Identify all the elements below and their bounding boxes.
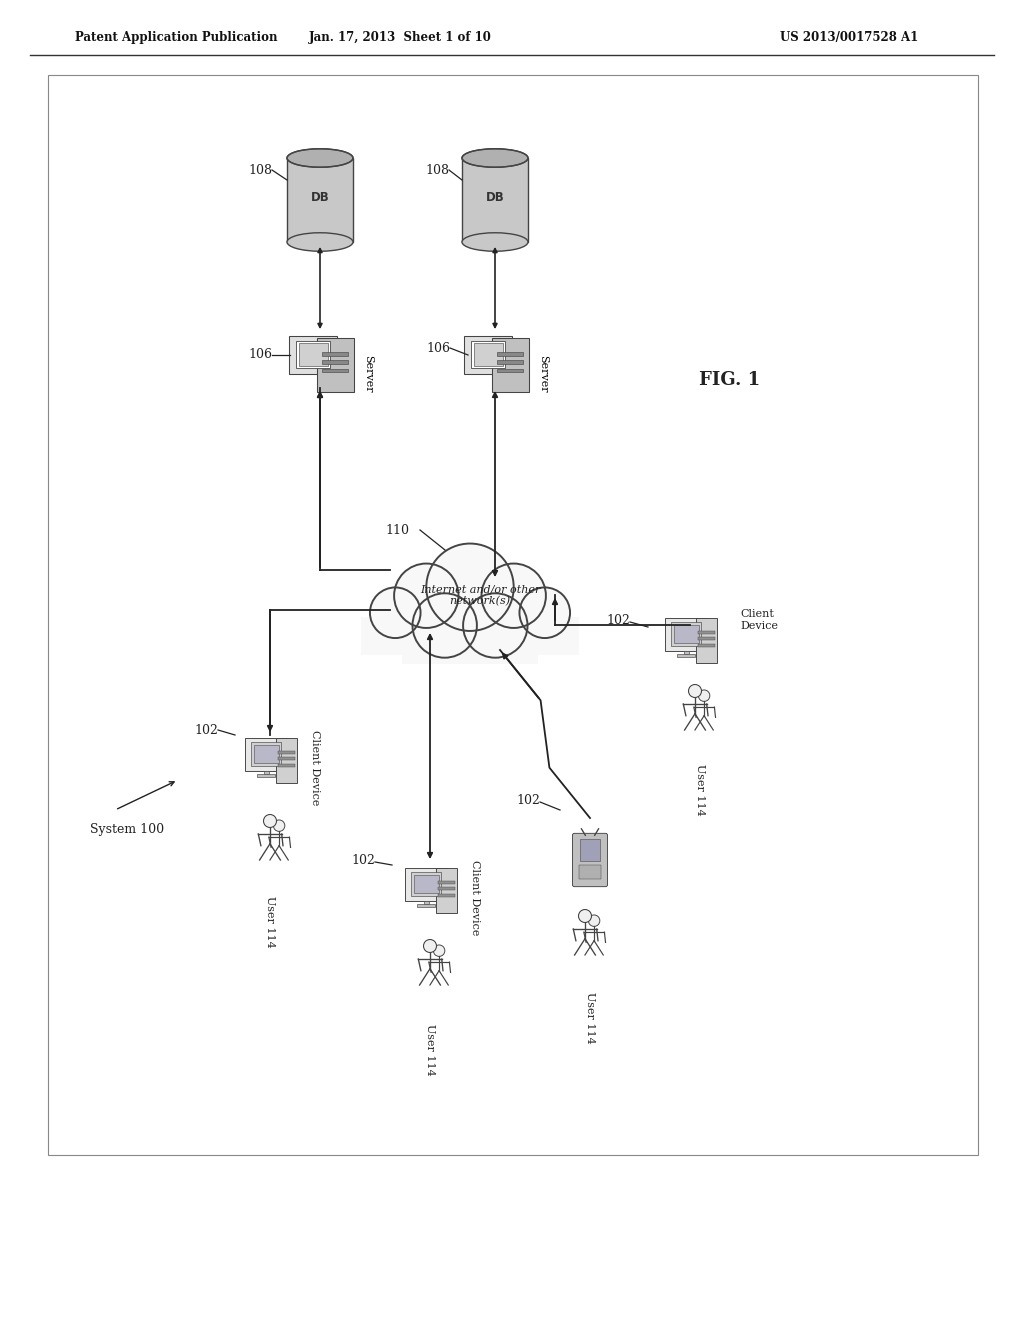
Text: Server: Server <box>538 355 548 392</box>
Circle shape <box>263 814 276 828</box>
Circle shape <box>426 544 514 631</box>
Bar <box>406 867 447 900</box>
Bar <box>498 360 523 364</box>
Text: US 2013/0017528 A1: US 2013/0017528 A1 <box>780 32 919 45</box>
Bar <box>279 764 295 767</box>
Bar <box>580 865 601 879</box>
Bar <box>296 342 331 368</box>
Ellipse shape <box>462 232 528 251</box>
Bar <box>254 744 279 763</box>
Circle shape <box>370 587 421 638</box>
Bar <box>677 655 695 657</box>
Bar <box>48 75 978 1155</box>
Bar <box>436 867 457 912</box>
Text: FIG. 1: FIG. 1 <box>699 371 761 389</box>
Text: 102: 102 <box>516 793 540 807</box>
Bar <box>492 338 529 392</box>
Bar <box>474 343 503 367</box>
Bar <box>251 742 282 766</box>
Bar <box>696 618 717 663</box>
Bar <box>438 880 455 883</box>
Ellipse shape <box>287 232 353 251</box>
Text: Patent Application Publication: Patent Application Publication <box>75 32 278 45</box>
Circle shape <box>688 685 701 697</box>
Circle shape <box>394 564 459 628</box>
Bar <box>257 775 275 777</box>
Ellipse shape <box>462 149 528 168</box>
Bar <box>498 352 523 356</box>
Bar <box>698 638 715 640</box>
Text: 106: 106 <box>426 342 450 355</box>
Bar <box>465 337 512 374</box>
Bar <box>414 875 438 894</box>
Bar <box>674 624 698 643</box>
Bar <box>671 623 701 645</box>
Bar <box>323 368 348 372</box>
Circle shape <box>433 945 444 957</box>
Text: User 114: User 114 <box>425 1024 435 1076</box>
Text: Server: Server <box>362 355 373 392</box>
Circle shape <box>698 690 710 701</box>
Bar <box>279 751 295 754</box>
Circle shape <box>273 820 285 832</box>
Bar <box>424 900 428 904</box>
Bar <box>264 771 268 775</box>
Text: Client Device: Client Device <box>470 861 480 936</box>
Circle shape <box>579 909 592 923</box>
Ellipse shape <box>287 149 353 168</box>
Text: 102: 102 <box>606 614 630 627</box>
Text: DB: DB <box>310 191 330 205</box>
Bar <box>279 758 295 760</box>
Text: 110: 110 <box>385 524 409 536</box>
Bar <box>299 343 328 367</box>
Bar <box>287 158 353 242</box>
Bar <box>276 738 297 783</box>
Text: Client
Device: Client Device <box>740 610 778 631</box>
Bar <box>360 616 580 655</box>
Bar <box>698 631 715 634</box>
Text: Internet and/or other
network(s): Internet and/or other network(s) <box>420 583 541 606</box>
Circle shape <box>519 587 570 638</box>
Bar <box>698 644 715 647</box>
Bar <box>471 342 505 368</box>
Bar <box>246 738 288 771</box>
Text: 108: 108 <box>248 164 272 177</box>
Bar <box>402 601 538 664</box>
Bar <box>316 338 354 392</box>
Bar <box>666 618 708 651</box>
Text: 102: 102 <box>351 854 375 866</box>
Text: Client Device: Client Device <box>310 730 319 805</box>
Text: System 100: System 100 <box>90 824 164 837</box>
Circle shape <box>481 564 546 628</box>
Bar <box>438 887 455 891</box>
Bar <box>290 337 337 374</box>
Bar <box>411 873 441 895</box>
Text: DB: DB <box>485 191 505 205</box>
Bar <box>580 840 600 861</box>
Bar <box>323 360 348 364</box>
Text: 108: 108 <box>425 164 449 177</box>
Bar <box>417 904 435 907</box>
Bar <box>684 651 688 655</box>
Text: 102: 102 <box>195 723 218 737</box>
Text: Jan. 17, 2013  Sheet 1 of 10: Jan. 17, 2013 Sheet 1 of 10 <box>308 32 492 45</box>
Text: User 114: User 114 <box>265 896 275 948</box>
Text: User 114: User 114 <box>585 993 595 1044</box>
Text: 106: 106 <box>248 348 272 362</box>
Circle shape <box>589 915 600 927</box>
FancyBboxPatch shape <box>572 833 607 887</box>
Circle shape <box>424 940 436 953</box>
Bar <box>462 158 528 242</box>
Circle shape <box>413 593 477 657</box>
Bar <box>323 352 348 356</box>
Bar <box>438 894 455 898</box>
Bar <box>498 368 523 372</box>
Circle shape <box>463 593 527 657</box>
Text: User 114: User 114 <box>695 764 705 816</box>
